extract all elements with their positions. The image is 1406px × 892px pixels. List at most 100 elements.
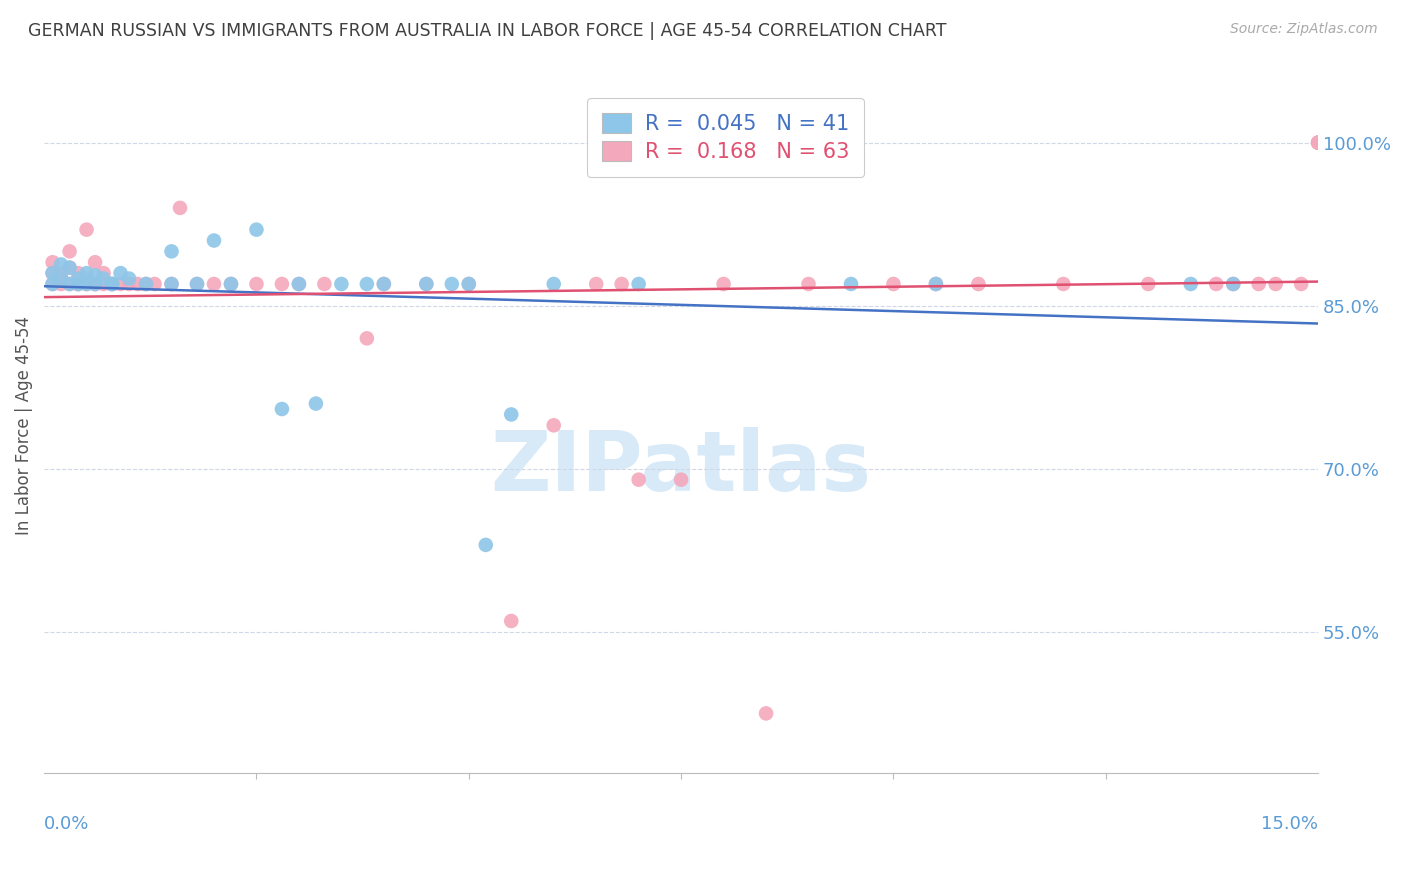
- Point: [186, 277, 208, 291]
- Point: [186, 277, 208, 291]
- Point: [169, 201, 191, 215]
- Point: [110, 277, 132, 291]
- Point: [669, 473, 692, 487]
- Point: [202, 277, 225, 291]
- Point: [457, 277, 479, 291]
- Point: [797, 277, 820, 291]
- Point: [84, 277, 107, 291]
- Point: [41, 277, 63, 291]
- Point: [1247, 277, 1270, 291]
- Point: [101, 277, 124, 291]
- Point: [135, 277, 157, 291]
- Point: [93, 277, 115, 291]
- Point: [475, 538, 498, 552]
- Point: [1222, 277, 1244, 291]
- Point: [501, 614, 523, 628]
- Point: [415, 277, 437, 291]
- Point: [1308, 136, 1330, 150]
- Point: [67, 277, 90, 291]
- Point: [1308, 136, 1330, 150]
- Point: [49, 271, 72, 285]
- Text: Source: ZipAtlas.com: Source: ZipAtlas.com: [1230, 22, 1378, 37]
- Point: [49, 266, 72, 280]
- Point: [373, 277, 395, 291]
- Point: [76, 222, 98, 236]
- Point: [110, 266, 132, 280]
- Point: [76, 266, 98, 280]
- Point: [101, 277, 124, 291]
- Point: [58, 260, 80, 275]
- Point: [160, 277, 183, 291]
- Point: [67, 277, 90, 291]
- Point: [84, 268, 107, 283]
- Point: [84, 255, 107, 269]
- Point: [627, 277, 650, 291]
- Point: [356, 331, 378, 345]
- Text: 15.0%: 15.0%: [1261, 815, 1319, 833]
- Point: [76, 277, 98, 291]
- Point: [415, 277, 437, 291]
- Point: [1180, 277, 1202, 291]
- Point: [219, 277, 242, 291]
- Point: [84, 277, 107, 291]
- Point: [1308, 136, 1330, 150]
- Point: [202, 234, 225, 248]
- Point: [93, 271, 115, 285]
- Point: [1205, 277, 1227, 291]
- Point: [271, 402, 294, 417]
- Point: [839, 277, 862, 291]
- Text: 0.0%: 0.0%: [44, 815, 90, 833]
- Point: [1308, 136, 1330, 150]
- Point: [1289, 277, 1312, 291]
- Point: [41, 266, 63, 280]
- Point: [543, 277, 565, 291]
- Point: [58, 260, 80, 275]
- Point: [67, 271, 90, 285]
- Point: [543, 418, 565, 433]
- Point: [58, 277, 80, 291]
- Point: [967, 277, 990, 291]
- Point: [882, 277, 904, 291]
- Point: [49, 257, 72, 271]
- Legend: R =  0.045   N = 41, R =  0.168   N = 63: R = 0.045 N = 41, R = 0.168 N = 63: [588, 98, 865, 177]
- Point: [1222, 277, 1244, 291]
- Point: [49, 271, 72, 285]
- Text: ZIPatlas: ZIPatlas: [491, 426, 872, 508]
- Point: [58, 244, 80, 259]
- Point: [1052, 277, 1074, 291]
- Point: [49, 277, 72, 291]
- Point: [925, 277, 948, 291]
- Point: [585, 277, 607, 291]
- Point: [610, 277, 633, 291]
- Point: [356, 277, 378, 291]
- Point: [101, 277, 124, 291]
- Point: [288, 277, 311, 291]
- Point: [925, 277, 948, 291]
- Point: [330, 277, 353, 291]
- Point: [501, 408, 523, 422]
- Point: [135, 277, 157, 291]
- Point: [219, 277, 242, 291]
- Point: [84, 277, 107, 291]
- Point: [118, 277, 141, 291]
- Point: [118, 271, 141, 285]
- Point: [713, 277, 735, 291]
- Point: [76, 277, 98, 291]
- Point: [440, 277, 463, 291]
- Y-axis label: In Labor Force | Age 45-54: In Labor Force | Age 45-54: [15, 316, 32, 535]
- Point: [41, 277, 63, 291]
- Point: [127, 277, 149, 291]
- Point: [288, 277, 311, 291]
- Point: [93, 266, 115, 280]
- Point: [41, 266, 63, 280]
- Point: [58, 277, 80, 291]
- Point: [373, 277, 395, 291]
- Point: [1264, 277, 1286, 291]
- Point: [160, 277, 183, 291]
- Point: [457, 277, 479, 291]
- Point: [627, 473, 650, 487]
- Point: [101, 277, 124, 291]
- Point: [245, 277, 267, 291]
- Point: [271, 277, 294, 291]
- Point: [41, 255, 63, 269]
